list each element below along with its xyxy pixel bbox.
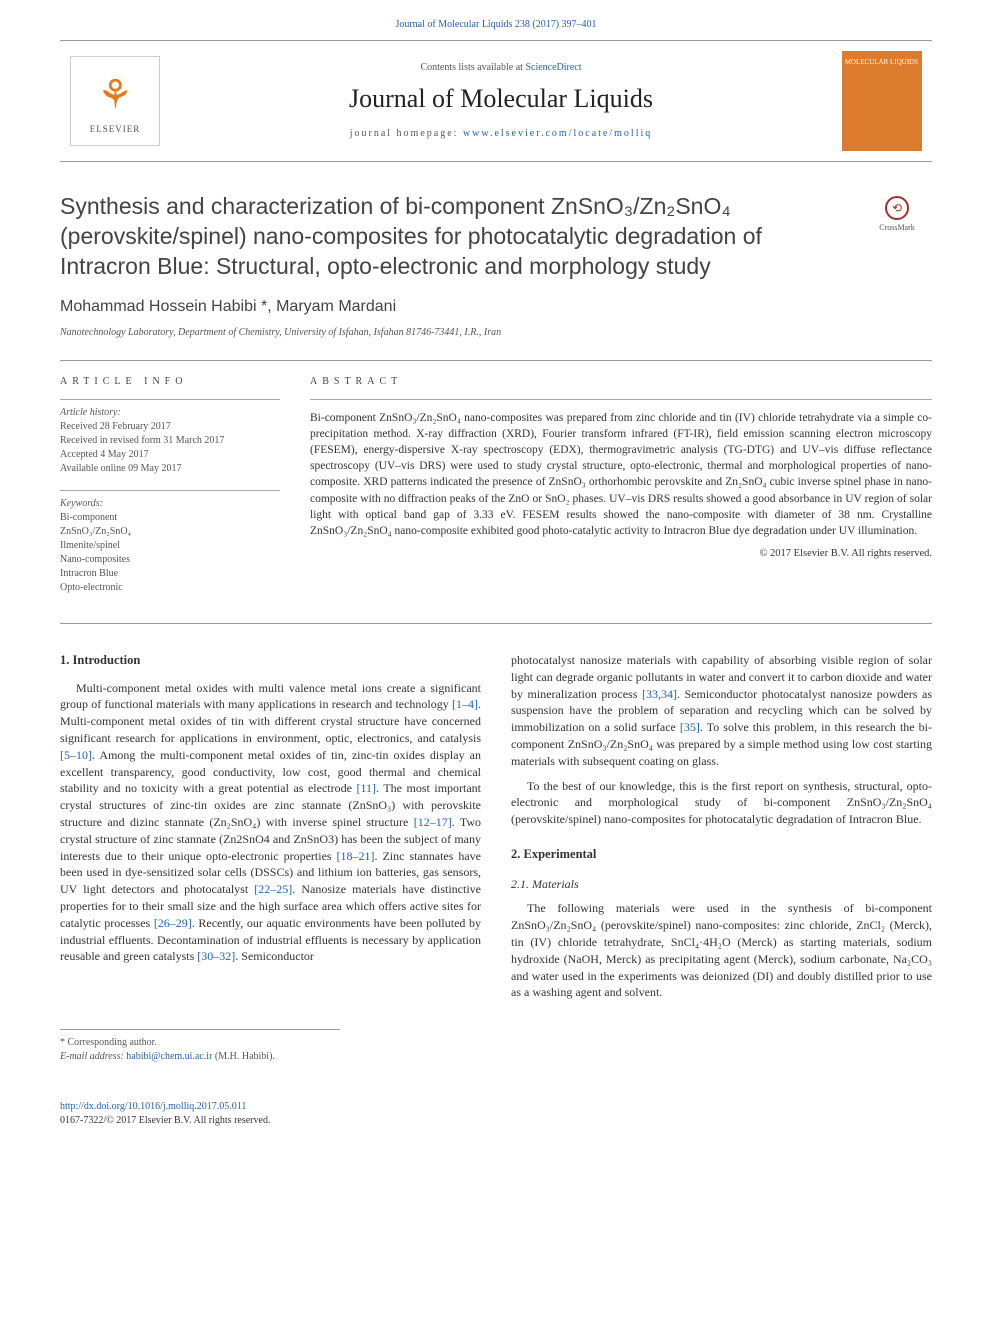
cite-link[interactable]: [11] xyxy=(356,781,376,795)
body-paragraph: photocatalyst nanosize materials with ca… xyxy=(511,652,932,770)
materials-paragraph: The following materials were used in the… xyxy=(511,900,932,1001)
top-citation: Journal of Molecular Liquids 238 (2017) … xyxy=(0,0,992,40)
email-label: E-mail address: xyxy=(60,1051,126,1062)
cite-link[interactable]: [26–29] xyxy=(154,916,192,930)
elsevier-logo: ⚘ ELSEVIER xyxy=(70,56,160,146)
history-line: Accepted 4 May 2017 xyxy=(60,448,280,462)
cite-link[interactable]: [1–4] xyxy=(452,697,478,711)
body-paragraph: To the best of our knowledge, this is th… xyxy=(511,778,932,828)
elsevier-text: ELSEVIER xyxy=(90,123,141,136)
cite-link[interactable]: [12–17] xyxy=(414,815,452,829)
history-label: Article history: xyxy=(60,406,280,420)
keyword: ZnSnO₃/Zn₂SnO₄ xyxy=(60,525,280,539)
elsevier-tree-icon: ⚘ xyxy=(97,67,133,123)
homepage-line: journal homepage: www.elsevier.com/locat… xyxy=(160,127,842,141)
info-abstract-row: ARTICLE INFO Article history: Received 2… xyxy=(60,360,932,624)
crossmark-badge[interactable]: ⟲ CrossMark xyxy=(862,196,932,233)
experimental-heading: 2. Experimental xyxy=(511,846,932,864)
journal-cover-thumbnail xyxy=(842,51,922,151)
issn-copyright: 0167-7322/© 2017 Elsevier B.V. All right… xyxy=(60,1115,270,1126)
email-suffix: (M.H. Habibi). xyxy=(215,1051,275,1062)
journal-name: Journal of Molecular Liquids xyxy=(160,81,842,117)
affiliation: Nanotechnology Laboratory, Department of… xyxy=(60,326,932,340)
cite-link[interactable]: [18–21] xyxy=(337,849,375,863)
keyword: Opto-electronic xyxy=(60,581,280,595)
intro-paragraph: Multi-component metal oxides with multi … xyxy=(60,680,481,966)
keyword: Ilmenite/spinel xyxy=(60,539,280,553)
article-info-label: ARTICLE INFO xyxy=(60,375,280,389)
homepage-link[interactable]: www.elsevier.com/locate/molliq xyxy=(463,128,652,139)
top-citation-link[interactable]: Journal of Molecular Liquids 238 (2017) … xyxy=(395,19,596,30)
materials-heading: 2.1. Materials xyxy=(511,876,932,893)
left-column: 1. Introduction Multi-component metal ox… xyxy=(60,652,481,1009)
keyword: Nano-composites xyxy=(60,553,280,567)
crossmark-label: CrossMark xyxy=(862,222,932,233)
contents-line: Contents lists available at ScienceDirec… xyxy=(160,61,842,75)
keywords-label: Keywords: xyxy=(60,497,280,511)
crossmark-icon: ⟲ xyxy=(885,196,909,220)
corresponding-author-footer: * Corresponding author. E-mail address: … xyxy=(60,1029,340,1084)
contents-prefix: Contents lists available at xyxy=(420,62,525,73)
history-line: Available online 09 May 2017 xyxy=(60,462,280,476)
article-main: Synthesis and characterization of bi-com… xyxy=(0,162,992,1009)
sciencedirect-link[interactable]: ScienceDirect xyxy=(525,62,581,73)
article-info-column: ARTICLE INFO Article history: Received 2… xyxy=(60,375,280,609)
history-line: Received 28 February 2017 xyxy=(60,420,280,434)
abstract-label: ABSTRACT xyxy=(310,375,932,389)
keyword: Intracron Blue xyxy=(60,567,280,581)
article-title: Synthesis and characterization of bi-com… xyxy=(60,192,842,282)
doi-link[interactable]: http://dx.doi.org/10.1016/j.molliq.2017.… xyxy=(60,1101,246,1112)
article-history: Article history: Received 28 February 20… xyxy=(60,406,280,476)
header-center: Contents lists available at ScienceDirec… xyxy=(160,61,842,141)
authors: Mohammad Hossein Habibi *, Maryam Mardan… xyxy=(60,296,932,318)
history-line: Received in revised form 31 March 2017 xyxy=(60,434,280,448)
keywords-block: Keywords: Bi-component ZnSnO₃/Zn₂SnO₄ Il… xyxy=(60,497,280,595)
keyword: Bi-component xyxy=(60,511,280,525)
cite-link[interactable]: [5–10] xyxy=(60,748,92,762)
doi-block: http://dx.doi.org/10.1016/j.molliq.2017.… xyxy=(60,1100,932,1128)
corr-author-label: * Corresponding author. xyxy=(60,1036,340,1050)
intro-heading: 1. Introduction xyxy=(60,652,481,670)
cite-link[interactable]: [35] xyxy=(680,720,700,734)
abstract-column: ABSTRACT Bi-component ZnSnO₃/Zn₂SnO₄ nan… xyxy=(310,375,932,609)
authors-text: Mohammad Hossein Habibi *, Maryam Mardan… xyxy=(60,298,396,315)
homepage-prefix: journal homepage: xyxy=(350,128,463,139)
abstract-copyright: © 2017 Elsevier B.V. All rights reserved… xyxy=(310,547,932,562)
cite-link[interactable]: [22–25] xyxy=(254,882,292,896)
abstract-text: Bi-component ZnSnO₃/Zn₂SnO₄ nano-composi… xyxy=(310,410,932,539)
cite-link[interactable]: [33,34] xyxy=(642,687,677,701)
email-link[interactable]: habibi@chem.ui.ac.ir xyxy=(126,1051,212,1062)
journal-header: ⚘ ELSEVIER Contents lists available at S… xyxy=(60,40,932,162)
right-column: photocatalyst nanosize materials with ca… xyxy=(511,652,932,1009)
cite-link[interactable]: [30–32] xyxy=(197,949,235,963)
body-columns: 1. Introduction Multi-component metal ox… xyxy=(60,652,932,1009)
